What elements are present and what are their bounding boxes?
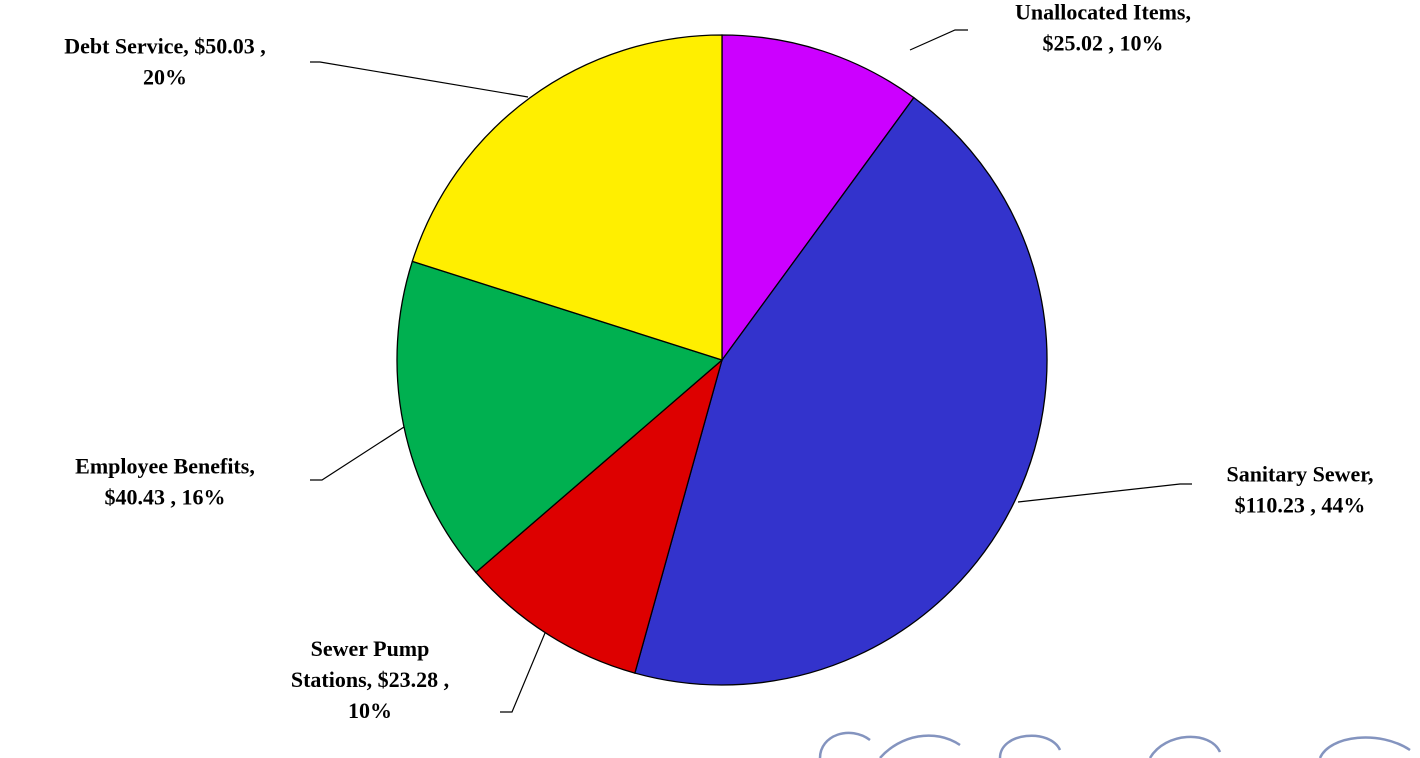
data-label-line: Debt Service, $50.03 , [64, 34, 266, 59]
data-label-line: 20% [143, 65, 187, 90]
data-label-line: Sewer Pump [311, 636, 430, 661]
watermark-logo [818, 731, 1411, 758]
data-label-sewer-pump-stations: Sewer Pump Stations, $23.28 , 10% [291, 636, 449, 723]
pie-slice-employee-benefits [396, 260, 724, 574]
leader-line-sewer-pump-stations [500, 632, 546, 713]
data-label-line: $40.43 , 16% [105, 485, 226, 510]
data-label-line: 10% [348, 698, 392, 723]
data-labels: Unallocated Items, $25.02 , 10% Sanitary S… [64, 0, 1373, 723]
pie-slice-debt-service [411, 34, 723, 361]
pie-slice-sewer-pump-stations [475, 358, 724, 674]
data-label-employee-benefits: Employee Benefits, $40.43 , 16% [75, 454, 255, 510]
data-label-line: Unallocated Items, [1015, 0, 1191, 25]
data-label-sanitary-sewer: Sanitary Sewer, $110.23 , 44% [1226, 462, 1373, 518]
leader-lines [310, 29, 1192, 713]
leader-line-debt-service [310, 61, 529, 98]
data-label-line: Sanitary Sewer, [1226, 462, 1373, 487]
data-label-debt-service: Debt Service, $50.03 , 20% [64, 34, 266, 90]
pie-slices [396, 34, 1048, 686]
data-label-line: Stations, $23.28 , [291, 667, 449, 692]
data-label-line: $25.02 , 10% [1043, 31, 1164, 56]
data-label-line: Employee Benefits, [75, 454, 255, 479]
data-label-unallocated-items: Unallocated Items, $25.02 , 10% [1015, 0, 1191, 56]
data-label-line: $110.23 , 44% [1235, 493, 1366, 518]
leader-line-employee-benefits [310, 426, 405, 481]
leader-line-unallocated-items [909, 29, 968, 51]
leader-line-sanitary-sewer [1017, 483, 1192, 503]
pie-slice-sanitary-sewer [634, 96, 1048, 686]
pie-slice-unallocated-items [721, 34, 915, 362]
